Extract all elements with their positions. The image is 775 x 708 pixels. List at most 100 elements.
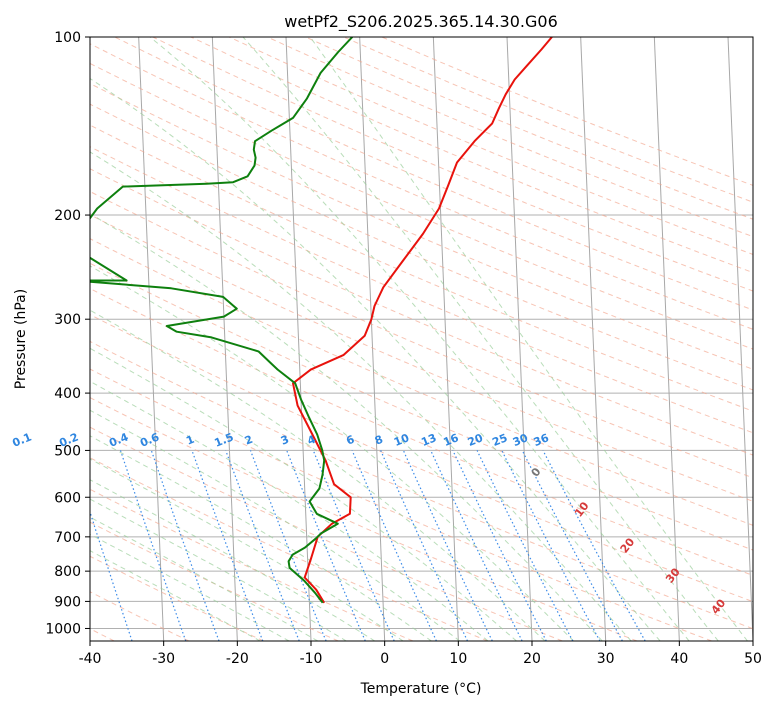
moist-adiabat-line	[149, 37, 690, 641]
y-tick-label: 700	[54, 530, 81, 546]
mixing-ratio-label: 0.1	[11, 430, 34, 449]
mixing-ratio-line	[286, 450, 366, 641]
dry-adiabat-line	[90, 82, 753, 370]
mixing-ratio-label: 36	[532, 431, 551, 449]
isotherm-line	[506, 37, 533, 641]
y-tick-label: 300	[54, 312, 81, 328]
moist-adiabat-line	[90, 347, 517, 641]
dewpoint-trace	[90, 37, 354, 604]
moist-adiabat-label: 20	[618, 535, 638, 555]
dry-adiabat-line	[90, 124, 753, 412]
dry-adiabat-line	[305, 37, 753, 220]
dry-adiabat-line	[152, 37, 753, 292]
y-tick-label: 200	[54, 208, 81, 224]
moist-adiabat-line	[90, 77, 661, 641]
mixing-ratio-line	[150, 450, 220, 641]
dry-adiabat-line	[90, 262, 753, 551]
x-tick-label: -40	[79, 651, 102, 667]
isotherm-line	[138, 37, 165, 641]
mixing-ratio-label: 1	[184, 433, 196, 448]
moist-adiabat-line	[90, 151, 632, 641]
dry-adiabat-line	[90, 214, 753, 502]
x-tick-label: 50	[744, 651, 762, 667]
dry-adiabat-line	[90, 488, 414, 641]
isotherm-line	[727, 37, 753, 641]
dry-adiabat-line	[90, 521, 339, 641]
x-tick-label: 30	[597, 651, 615, 667]
chart-title: wetPf2_S206.2025.365.14.30.G06	[284, 12, 558, 32]
x-tick-label: 40	[670, 651, 688, 667]
y-axis-label: Pressure (hPa)	[13, 289, 29, 389]
isotherm-line	[90, 628, 91, 641]
mixing-ratio-label: 2	[243, 433, 255, 448]
moist-adiabat-line	[242, 37, 719, 641]
dry-adiabat-line	[343, 37, 753, 203]
isotherm-line	[580, 37, 607, 641]
mixing-ratio-line	[312, 450, 395, 641]
dry-adiabat-line	[90, 340, 753, 630]
mixing-ratio-line	[452, 450, 547, 641]
mixing-ratio-line	[249, 450, 327, 641]
dry-adiabat-line	[228, 37, 753, 255]
x-tick-label: -30	[152, 651, 175, 667]
isotherm-line	[211, 37, 238, 641]
dry-adiabat-line	[90, 314, 753, 603]
mixing-ratio-label: 10	[392, 431, 411, 449]
reference-labels-layer: -100-90-80-70-60-50-40-30-20-10010203040…	[0, 430, 729, 616]
mixing-ratio-line	[430, 450, 523, 641]
mixing-ratio-label: 30	[511, 431, 530, 449]
plot-frame	[89, 36, 754, 642]
mixing-ratio-label: 8	[373, 433, 385, 448]
dry-adiabat-line	[90, 555, 264, 641]
mixing-ratio-label: 20	[466, 431, 485, 449]
moist-adiabat-line	[90, 498, 347, 641]
dry-adiabat-line	[90, 190, 753, 479]
dry-adiabat-line	[90, 168, 753, 456]
moist-adiabat-line	[90, 479, 376, 641]
mixing-ratio-line	[351, 450, 437, 641]
mixing-ratio-line	[191, 450, 264, 641]
moist-adiabat-line	[90, 550, 261, 641]
dry-adiabat-line	[90, 426, 563, 641]
moist-adiabat-line	[90, 265, 574, 641]
moist-adiabat-line	[90, 533, 290, 641]
mixing-ratio-label: 25	[490, 431, 509, 449]
dry-adiabat-line	[90, 146, 753, 434]
y-tick-label: 100	[54, 30, 81, 46]
x-axis-label: Temperature (°C)	[360, 681, 482, 697]
mixing-ratio-line	[90, 510, 133, 641]
reference-lines-layer	[90, 37, 753, 641]
moist-adiabat-line	[90, 458, 404, 641]
x-tick-label: 10	[449, 651, 467, 667]
isotherm-line	[653, 37, 680, 641]
mixing-ratio-label: 3	[279, 433, 291, 448]
moist-adiabat-label: 40	[709, 596, 729, 616]
isotherm-line	[359, 37, 386, 641]
dry-adiabat-line	[90, 368, 712, 641]
isotherm-line	[432, 37, 459, 641]
moist-adiabat-label: 0	[529, 465, 544, 479]
mixing-ratio-line	[542, 450, 646, 641]
grid-layer	[90, 37, 753, 641]
series-layer	[90, 37, 553, 604]
mixing-ratio-label: 0.6	[138, 430, 161, 449]
x-tick-label: 0	[380, 651, 389, 667]
y-tick-label: 800	[54, 564, 81, 580]
y-tick-label: 400	[54, 386, 81, 402]
dry-adiabat-line	[90, 457, 488, 641]
dry-adiabat-line	[90, 43, 753, 330]
mixing-ratio-label: 1.5	[213, 430, 236, 449]
mixing-ratio-line	[119, 450, 187, 641]
mixing-ratio-line	[476, 450, 574, 641]
dry-adiabat-line	[381, 37, 753, 186]
x-tick-label: -20	[226, 651, 249, 667]
mixing-ratio-label: 16	[441, 431, 460, 449]
dry-adiabat-line	[90, 103, 753, 391]
mixing-ratio-line	[225, 450, 300, 641]
y-tick-label: 600	[54, 490, 81, 506]
dry-adiabat-line	[90, 238, 753, 526]
isotherm-line	[285, 37, 312, 641]
y-tick-label: 1000	[45, 621, 81, 637]
dry-adiabat-line	[267, 37, 753, 238]
